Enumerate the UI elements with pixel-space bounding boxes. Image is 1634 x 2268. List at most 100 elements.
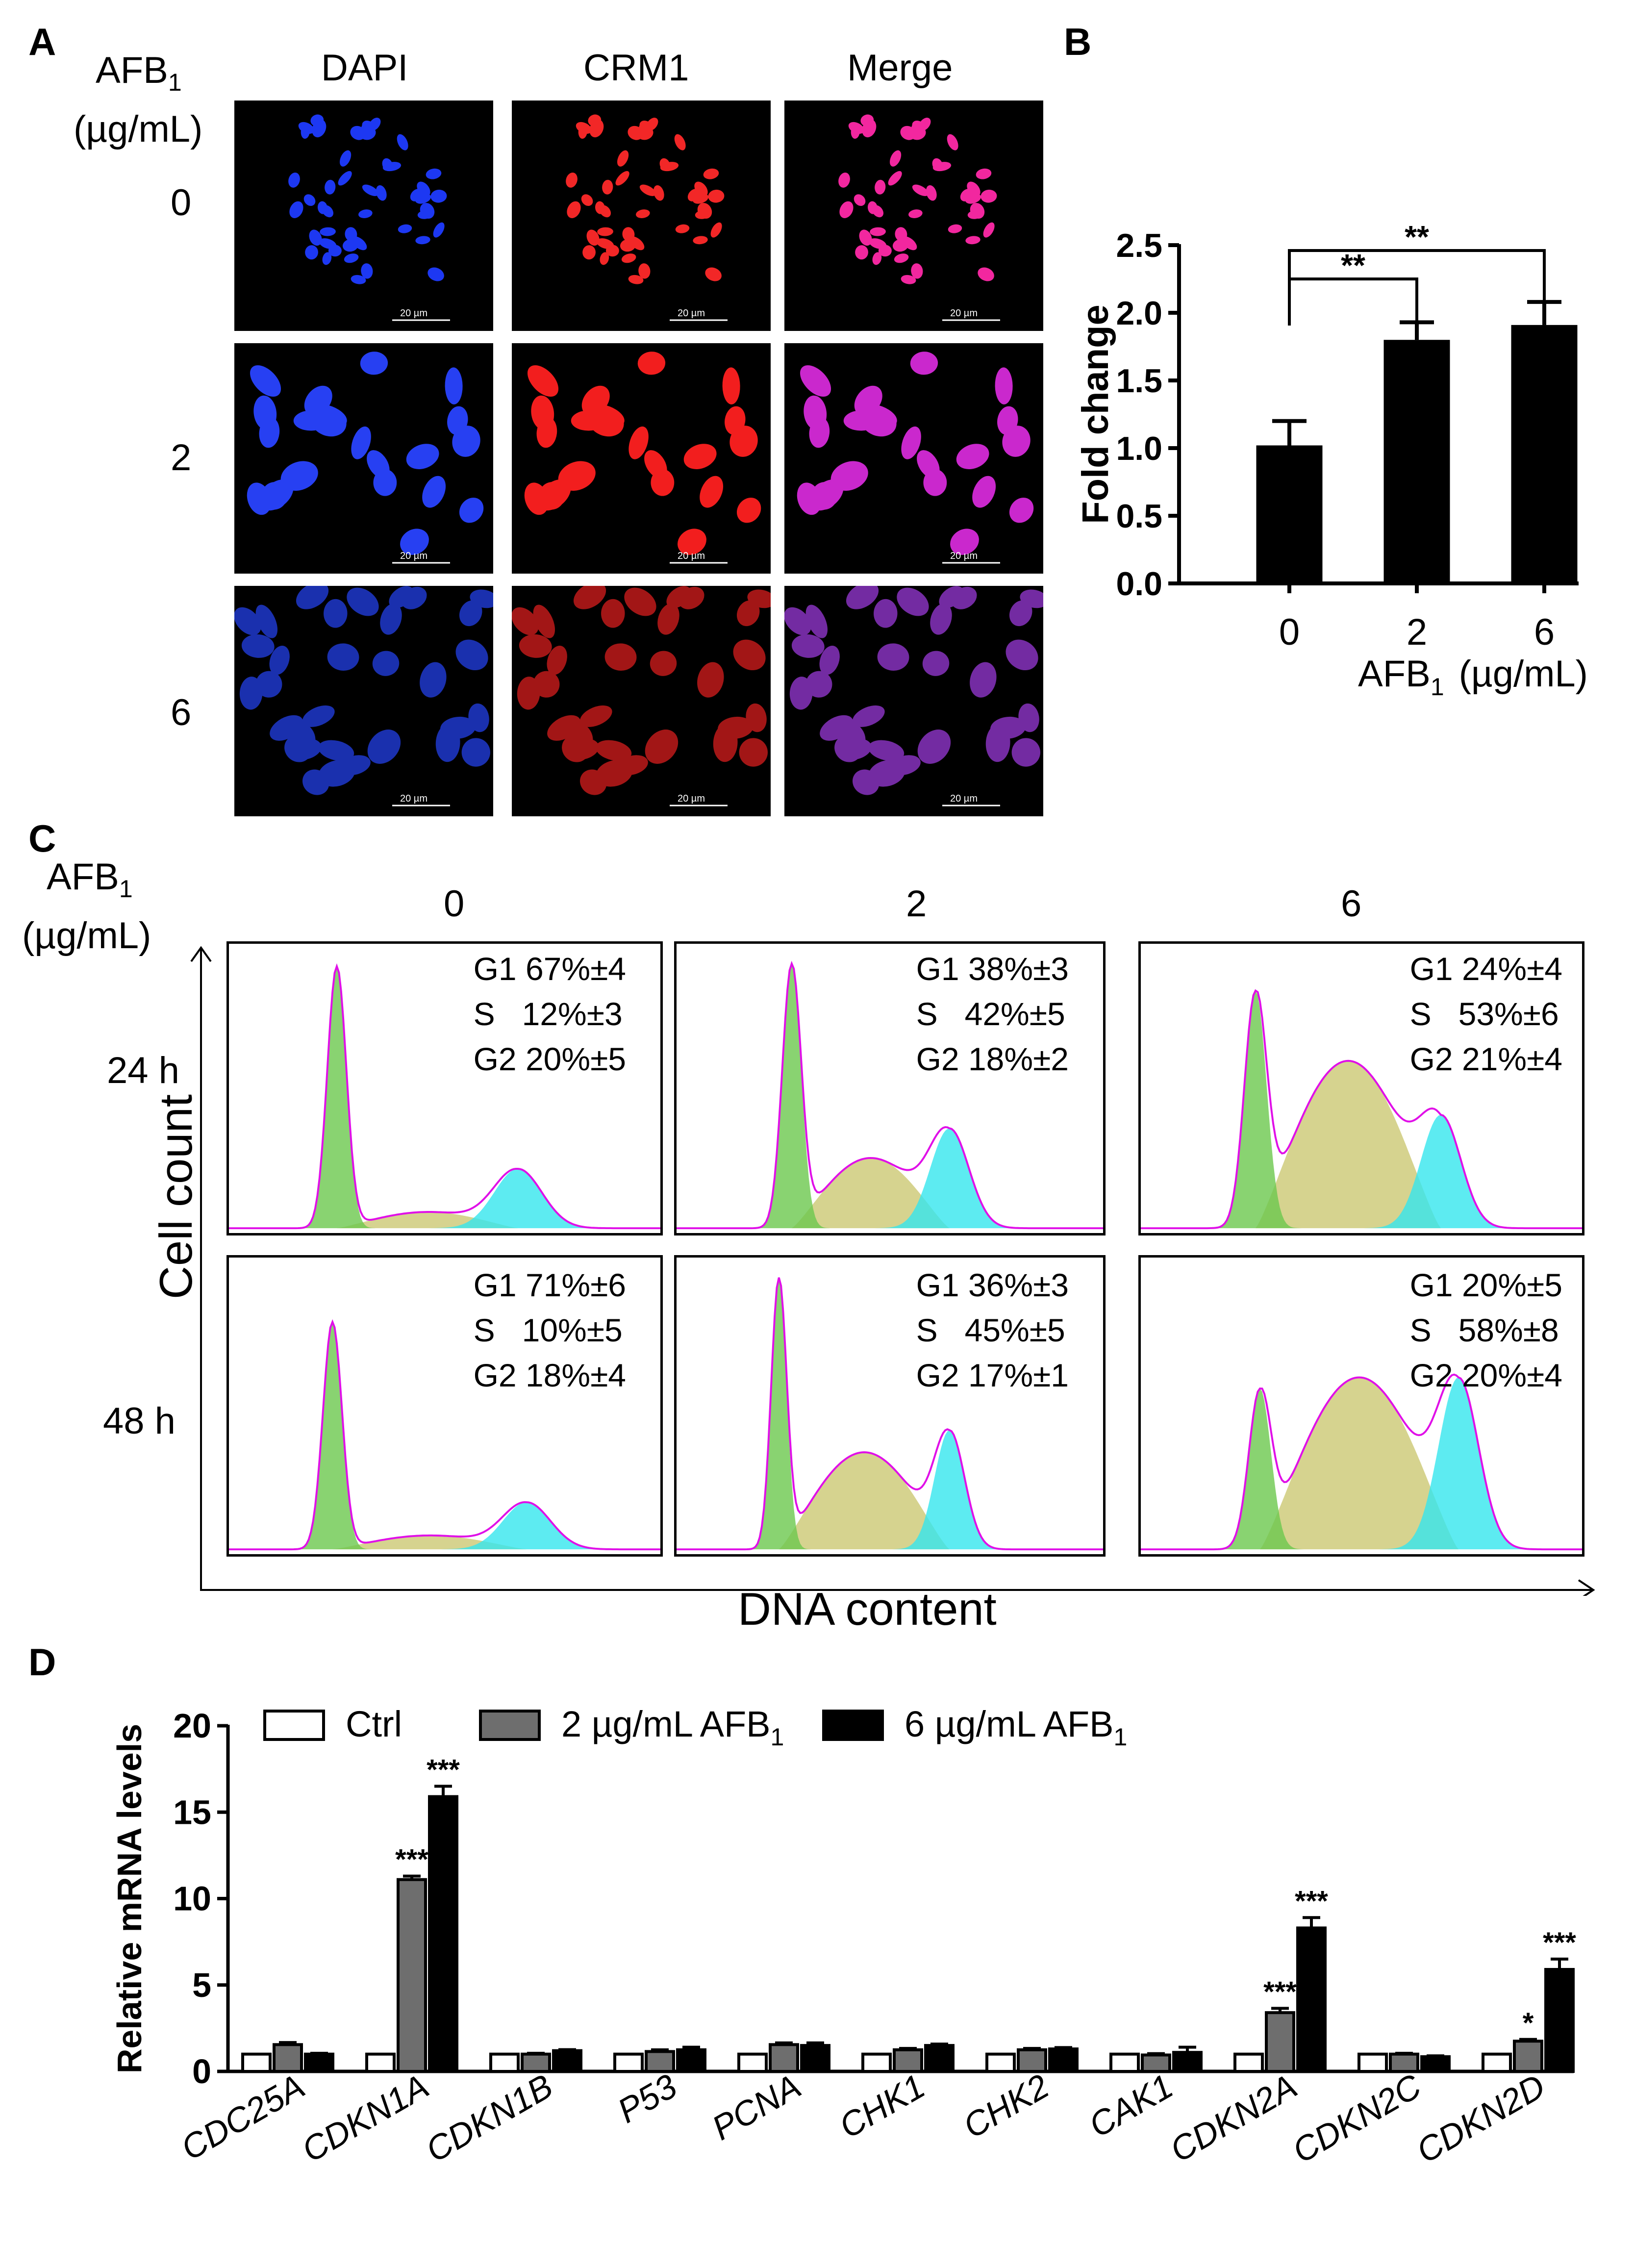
stat-line-s: S 45%±5 xyxy=(916,1312,1065,1348)
stat-line-s: S 12%±3 xyxy=(473,996,623,1032)
panel-a-dose-header: AFB1 xyxy=(96,49,182,97)
fitted-total-curve xyxy=(229,1319,660,1551)
stat-line-g1: G1 71%±6 xyxy=(473,1267,626,1303)
s-phase-fill xyxy=(677,1158,1103,1229)
flow-histogram-48h-dose-6: G1 20%±5 S 58%±8 G2 20%±4 xyxy=(1138,1255,1584,1557)
panel-a-dose-unit: (µg/mL) xyxy=(74,108,203,150)
bar-cdkn2a-series-2 xyxy=(1296,1926,1327,2073)
x-tick-label-pcna: PCNA xyxy=(705,2066,807,2147)
y-tick-label: 10 xyxy=(173,1880,211,1918)
x-tick-label-chk1: CHK1 xyxy=(833,2066,931,2145)
x-tick-label: 0 xyxy=(1279,611,1300,653)
time-label-24h: 24 h xyxy=(107,1050,179,1091)
bar-cdkn1a-series-2 xyxy=(428,1795,458,2073)
s-phase-fill xyxy=(229,1212,660,1229)
fold-change-chart: 0.0 0.5 1.0 1.5 2.0 2.5 0 2 6 ** ** Fold change AFB1… xyxy=(1075,219,1588,701)
bar-cdkn2d-series-0 xyxy=(1482,2052,1512,2073)
bar-cdkn2c-series-0 xyxy=(1357,2052,1388,2073)
g1-phase-fill xyxy=(229,966,660,1229)
bar-pcna-series-0 xyxy=(737,2052,768,2073)
stat-line-s: S 58%±8 xyxy=(1409,1312,1559,1348)
y-tick-label: 0.5 xyxy=(1116,498,1162,535)
bar-pcna-series-2 xyxy=(800,2044,830,2073)
bar-p53-series-2 xyxy=(676,2048,706,2073)
bar-0 xyxy=(1256,445,1323,583)
significance-label: *** xyxy=(1543,1927,1576,1959)
bar-cdkn2a-series-1 xyxy=(1265,2011,1295,2073)
dose-label-2: 2 xyxy=(171,437,192,479)
fitted-total-curve xyxy=(677,1277,1103,1551)
flow-histogram-24h-dose-0: G1 67%±4 S 12%±3 G2 20%±5 xyxy=(226,941,663,1235)
bar-cdc25a-series-1 xyxy=(273,2043,303,2073)
s-phase-fill xyxy=(1141,1377,1582,1550)
bar-chk2-series-2 xyxy=(1048,2047,1079,2073)
flow-dose-label-6: 6 xyxy=(1341,883,1362,925)
fitted-total-curve xyxy=(229,963,660,1230)
panel-a-letter: A xyxy=(28,20,56,63)
g1-phase-fill xyxy=(229,1322,660,1550)
flow-histogram-24h-dose-2: G1 38%±3 S 42%±5 G2 18%±2 xyxy=(674,941,1106,1235)
micrograph-merge-dose-0: 20 µm xyxy=(784,101,1043,331)
dose-label-6: 6 xyxy=(171,692,192,733)
x-tick-label-cdkn2c: CDKN2C xyxy=(1286,2066,1428,2170)
scale-bar-label: 20 µm xyxy=(950,551,978,561)
scale-bar-label: 20 µm xyxy=(678,793,705,804)
bar-chk2-series-1 xyxy=(1017,2048,1047,2073)
bar-pcna-series-1 xyxy=(769,2043,799,2073)
bar-chk2-series-0 xyxy=(985,2052,1016,2073)
flow-histogram-48h-dose-2: G1 36%±3 S 45%±5 G2 17%±1 xyxy=(674,1255,1106,1557)
significance-label: * xyxy=(1523,2007,1534,2039)
stat-line-g2: G2 20%±5 xyxy=(473,1041,626,1077)
micrograph-crm1-dose-6: 20 µm xyxy=(512,586,771,816)
bar-chk1-series-2 xyxy=(924,2044,955,2073)
channel-label-merge: Merge xyxy=(847,47,953,89)
bar-cdkn1a-series-1 xyxy=(397,1878,427,2073)
cell-cycle-stats: G1 67%±4 S 12%±3 G2 20%±5 xyxy=(474,946,626,1082)
legend-swatch-2 xyxy=(822,1710,884,1741)
significance-label: *** xyxy=(395,1844,428,1876)
panel-a-dose-header-sub: 1 xyxy=(168,69,182,97)
legend-swatch-1 xyxy=(479,1710,541,1741)
g1-phase-fill xyxy=(677,963,1103,1229)
fitted-total-curve xyxy=(1141,1373,1582,1551)
cell-cycle-stats: G1 38%±3 S 42%±5 G2 18%±2 xyxy=(916,946,1069,1082)
bar-p53-series-1 xyxy=(645,2050,675,2073)
dose-label-0: 0 xyxy=(171,182,192,224)
g1-phase-fill xyxy=(1141,990,1582,1229)
stat-line-g2: G2 20%±4 xyxy=(1409,1357,1562,1393)
stat-line-g2: G2 18%±4 xyxy=(473,1357,626,1393)
y-tick-label: 1.0 xyxy=(1116,430,1162,467)
y-tick-label: 5 xyxy=(192,1966,211,2004)
scale-bar-label: 20 µm xyxy=(400,551,427,561)
x-axis-label: AFB1 (µg/mL) xyxy=(1358,653,1588,701)
bar-cdkn2d-series-1 xyxy=(1513,2040,1543,2073)
stat-line-g2: G2 17%±1 xyxy=(916,1357,1069,1393)
micrograph-crm1-dose-2: 20 µm xyxy=(512,343,771,574)
time-label-48h: 48 h xyxy=(103,1400,176,1442)
stat-line-s: S 53%±6 xyxy=(1409,996,1559,1032)
micrograph-dapi-dose-6: 20 µm xyxy=(234,586,493,816)
bar-cdkn2c-series-2 xyxy=(1420,2055,1451,2073)
scale-bar-label: 20 µm xyxy=(950,793,978,804)
scale-bar-label: 20 µm xyxy=(678,551,705,561)
panel-b-letter: B xyxy=(1064,20,1092,63)
scale-bar-label: 20 µm xyxy=(400,793,427,804)
panel-c-letter: C xyxy=(28,817,56,860)
panel-d-letter: D xyxy=(28,1640,56,1684)
channel-label-crm1: CRM1 xyxy=(583,47,689,89)
y-axis-label: Relative mRNA levels xyxy=(110,1724,149,2073)
bar-cdkn1b-series-0 xyxy=(489,2052,520,2073)
bar-2 xyxy=(1383,340,1450,583)
g1-phase-fill xyxy=(677,1277,1103,1550)
x-tick-label-cak1: CAK1 xyxy=(1082,2066,1179,2144)
bar-chk1-series-1 xyxy=(893,2048,923,2073)
legend-swatch-0 xyxy=(263,1710,325,1741)
flow-dose-label-0: 0 xyxy=(444,883,465,925)
significance-bracket xyxy=(1288,277,1418,326)
bar-cdkn1a-series-0 xyxy=(365,2052,396,2073)
s-phase-fill xyxy=(229,1535,660,1550)
x-tick-label-chk2: CHK2 xyxy=(957,2066,1056,2145)
bar-cdc25a-series-2 xyxy=(304,2052,334,2073)
s-phase-fill xyxy=(1141,1060,1582,1229)
significance-label: ** xyxy=(1405,219,1429,254)
